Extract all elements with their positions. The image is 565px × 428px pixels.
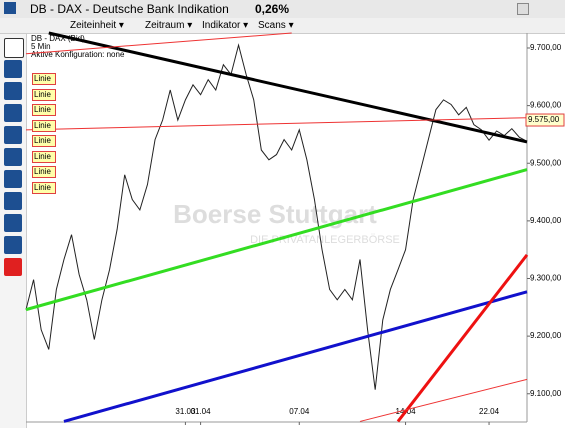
y-tick-label: 9.100,00: [530, 389, 562, 398]
info: 5 Min: [31, 42, 51, 51]
app-icon: [4, 2, 16, 14]
drawing-label[interactable]: Linie: [32, 119, 56, 132]
x-tick-label: 07.04: [289, 407, 310, 416]
tool-alert[interactable]: [4, 236, 22, 254]
y-tick-label: 9.400,00: [530, 216, 562, 225]
tool-buysell[interactable]: [4, 214, 22, 232]
y-tick-label: 9.700,00: [530, 43, 562, 52]
toolbar: [0, 34, 27, 428]
watermark: Boerse Stuttgart: [173, 199, 377, 229]
tool-delete[interactable]: [4, 258, 22, 276]
trend-line: [25, 32, 292, 55]
y-tick-label: 9.600,00: [530, 101, 562, 110]
drawing-label[interactable]: Linie: [32, 104, 56, 116]
menu-label: Scans: [258, 20, 286, 31]
info: DB - DAX (Bid): [31, 34, 85, 43]
drawing-label[interactable]: Linie: [32, 166, 56, 178]
menu-bar: Zeiteinheit ▾ Zeitraum ▾ Indikator ▾ Sca…: [0, 18, 565, 34]
menu-label: Zeitraum: [145, 20, 185, 31]
tool-zoom[interactable]: [4, 126, 22, 144]
menu-item[interactable]: Zeitraum ▾: [145, 20, 193, 31]
tool-pointer[interactable]: [4, 38, 24, 58]
drawing-label[interactable]: Linie: [32, 181, 56, 194]
title: DB - DAX - Deutsche Bank Indikation: [30, 2, 229, 16]
tool-text[interactable]: [4, 192, 22, 210]
title-bar: DB - DAX - Deutsche Bank Indikation 0,26…: [0, 0, 565, 19]
menu-label: Zeiteinheit: [70, 20, 117, 31]
trend-line: [396, 253, 529, 423]
drawing-label[interactable]: Linie: [32, 88, 56, 101]
tool-fib[interactable]: [4, 148, 22, 166]
menu-item[interactable]: Zeiteinheit ▾: [70, 20, 124, 31]
x-tick-label: 31.03: [175, 407, 196, 416]
tool-line[interactable]: [4, 60, 22, 78]
change: 0,26%: [255, 2, 290, 16]
menu-item[interactable]: Scans ▾: [258, 20, 294, 31]
window-button[interactable]: [517, 3, 529, 15]
last-price-label: 9.575,00: [528, 115, 560, 124]
menu-item[interactable]: Indikator ▾: [202, 20, 249, 31]
drawing-label[interactable]: Linie: [32, 135, 56, 147]
trend-line: [25, 168, 528, 312]
y-tick-label: 9.500,00: [530, 158, 562, 167]
trend-line: [359, 378, 528, 422]
tool-curve[interactable]: [4, 170, 22, 188]
trend-line: [63, 290, 528, 423]
trend-line: [25, 117, 528, 131]
menu-label: Indikator: [202, 20, 241, 31]
x-tick-label: 01.04: [191, 407, 212, 416]
drawing-label[interactable]: Linie: [32, 73, 56, 85]
trend-line: [48, 31, 528, 144]
info: Aktive Konfiguration: none: [31, 50, 125, 59]
y-tick-label: 9.200,00: [530, 331, 562, 340]
y-tick-label: 9.300,00: [530, 274, 562, 283]
drawing-label[interactable]: Linie: [32, 150, 56, 163]
price-line: [25, 43, 528, 390]
tool-percent[interactable]: [4, 82, 22, 100]
x-tick-label: 22.04: [479, 407, 500, 416]
tool-draw[interactable]: [4, 104, 22, 122]
last-price-box: [525, 113, 565, 127]
